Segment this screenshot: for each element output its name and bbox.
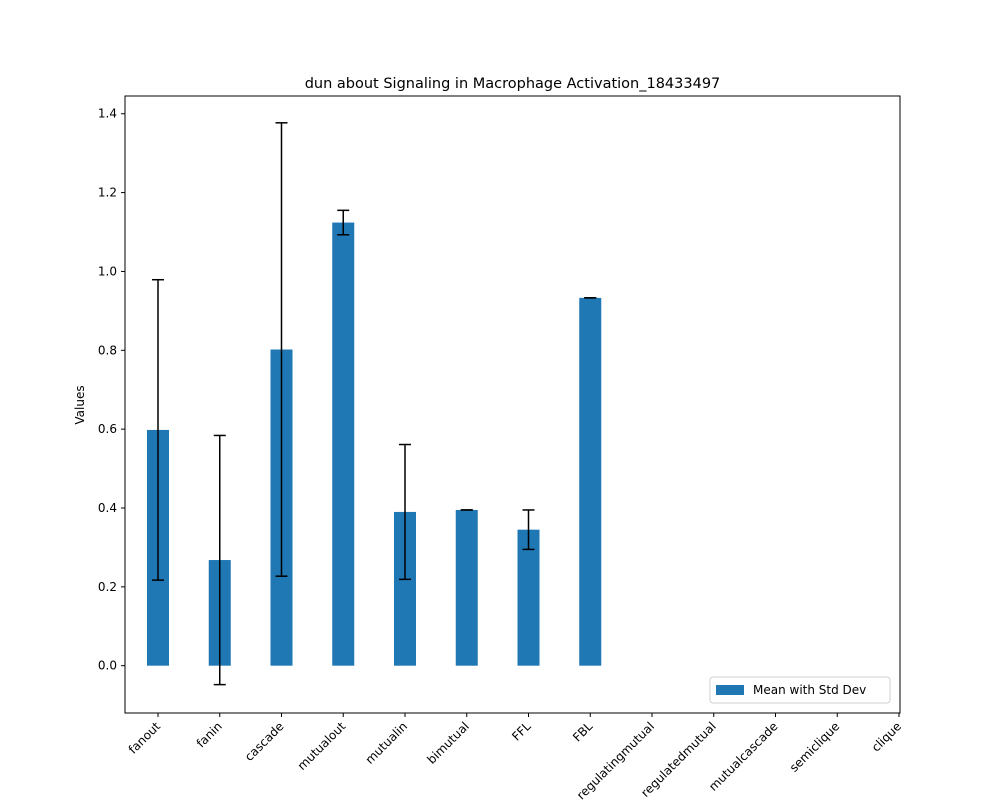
y-tick-label: 0.4 bbox=[98, 501, 117, 515]
x-tick-label-mutualin: mutualin bbox=[363, 719, 411, 767]
y-tick-label: 0.2 bbox=[98, 580, 117, 594]
bar-mutualout bbox=[332, 222, 355, 666]
error-bars-group bbox=[152, 122, 597, 686]
y-tick-label: 1.2 bbox=[98, 186, 117, 200]
bar-bimutual bbox=[455, 509, 478, 666]
axes-frame bbox=[124, 95, 901, 714]
bar-FFL bbox=[517, 529, 540, 666]
y-tick-label: 0.0 bbox=[98, 659, 117, 673]
x-tick-label-clique: clique bbox=[869, 719, 904, 754]
x-tick-label-cascade: cascade bbox=[242, 719, 287, 764]
bars-group bbox=[147, 222, 602, 666]
error-bar-mutualin bbox=[399, 443, 411, 581]
y-axis-label: Values bbox=[73, 385, 87, 424]
y-tick-label: 1.4 bbox=[98, 107, 117, 121]
error-bar-fanin bbox=[213, 434, 226, 686]
x-tick-label-semiclique: semiclique bbox=[787, 719, 843, 775]
x-tick-label-fanout: fanout bbox=[126, 719, 164, 757]
x-tick-label-FBL: FBL bbox=[570, 719, 596, 745]
legend-swatch bbox=[716, 685, 744, 695]
error-bar-fanout bbox=[152, 278, 164, 581]
legend-label: Mean with Std Dev bbox=[753, 683, 866, 697]
error-bar-cascade bbox=[275, 122, 288, 577]
error-bar-FFL bbox=[522, 509, 535, 551]
x-tick-label-bimutual: bimutual bbox=[424, 719, 472, 767]
legend: Mean with Std Dev bbox=[709, 676, 891, 704]
legend-box bbox=[709, 676, 891, 704]
x-tick-label-FFL: FFL bbox=[509, 719, 534, 744]
y-tick-label: 0.8 bbox=[98, 343, 117, 357]
bar-mutualin bbox=[394, 511, 416, 666]
x-tick-label-mutualout: mutualout bbox=[295, 719, 349, 773]
chart-title: dun about Signaling in Macrophage Activa… bbox=[305, 76, 721, 92]
error-bar-mutualout bbox=[337, 209, 350, 236]
y-tick-label: 1.0 bbox=[98, 264, 117, 278]
y-tick-label: 0.6 bbox=[98, 422, 117, 436]
x-tick-label-fanin: fanin bbox=[194, 719, 225, 750]
plot-area: 0.0 0.2 0.4 0.6 0.8 1.0 1.2 1.4 fanout fanin casca… bbox=[98, 95, 904, 800]
bar-FBL bbox=[579, 297, 602, 666]
